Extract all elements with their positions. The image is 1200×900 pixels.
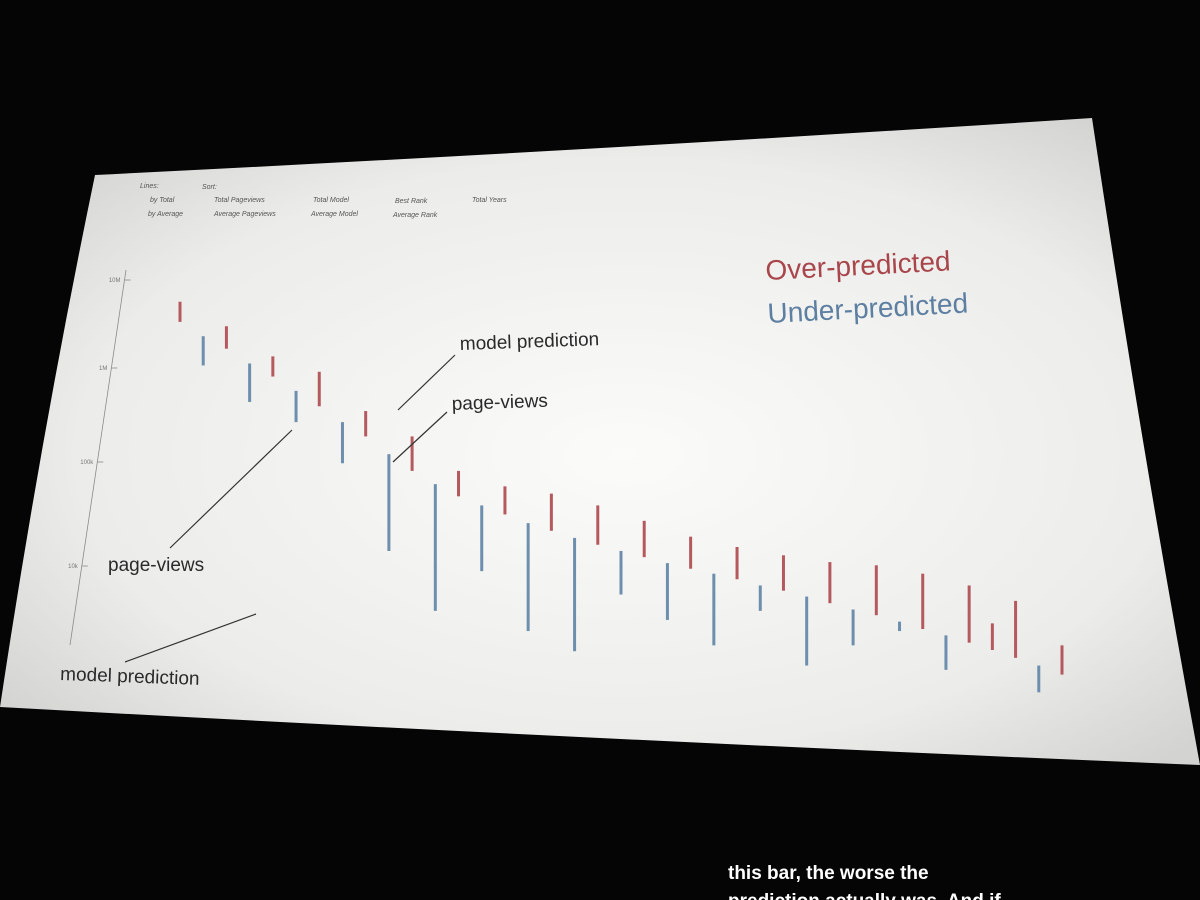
bar-under-predicted (294, 390, 298, 423)
bar-under-predicted (712, 573, 716, 646)
annotation-left-page-views: page-views (108, 555, 204, 576)
bar-over-predicted (364, 411, 368, 437)
bar-under-predicted (851, 609, 855, 646)
bars (178, 301, 1064, 693)
lines-option-average[interactable]: by Average (148, 211, 183, 218)
annotation-top-page-views: page-views (451, 391, 548, 415)
bar-under-predicted (665, 563, 669, 620)
bar-under-predicted (201, 336, 205, 366)
bar-under-predicted (805, 596, 809, 666)
bar-over-predicted (271, 356, 275, 377)
bar-over-predicted (596, 505, 600, 545)
lines-option-total[interactable]: by Total (150, 197, 175, 204)
y-axis-line (69, 269, 127, 646)
bar-under-predicted (433, 484, 437, 611)
bar-over-predicted (224, 326, 228, 349)
bar-over-predicted (990, 623, 994, 650)
bar-over-predicted (457, 470, 461, 497)
bar-over-predicted (317, 371, 321, 407)
arrow-left-pageviews (169, 429, 293, 549)
sort-total-model[interactable]: Total Model (313, 197, 349, 204)
sort-average-pageviews[interactable]: Average Pageviews (213, 211, 276, 218)
bar-under-predicted (340, 422, 344, 464)
sort-best-rank[interactable]: Best Rank (395, 198, 428, 205)
sort-average-rank[interactable]: Average Rank (392, 212, 438, 219)
bar-under-predicted (944, 635, 948, 670)
arrow-top-pageviews (392, 411, 448, 463)
y-tick-label: 1M (99, 366, 107, 372)
sort-average-model[interactable]: Average Model (310, 211, 358, 218)
annotations: model prediction page-views page-views m… (60, 329, 600, 690)
annotation-top-model-prediction: model prediction (459, 329, 599, 355)
bar-over-predicted (781, 555, 785, 591)
bar-under-predicted (898, 621, 902, 632)
arrow-left-model (124, 613, 257, 663)
bar-under-predicted (619, 550, 623, 595)
bar-under-predicted (758, 585, 762, 611)
annotation-left-model-prediction: model prediction (60, 664, 200, 690)
bar-over-predicted (967, 585, 971, 643)
bar-under-predicted (387, 454, 391, 551)
sort-total-years[interactable]: Total Years (472, 197, 507, 204)
caption-line-1: this bar, the worse the (728, 863, 929, 884)
bar-over-predicted (921, 573, 925, 630)
slide-background (0, 118, 1200, 765)
bar-over-predicted (874, 565, 878, 616)
y-tick-label: 10M (109, 278, 121, 284)
sort-total-pageviews[interactable]: Total Pageviews (214, 197, 265, 204)
bar-over-predicted (642, 520, 646, 558)
bar-over-predicted (410, 436, 414, 471)
bar-under-predicted (526, 523, 530, 632)
bar-under-predicted (248, 363, 252, 402)
subtitle-caption: this bar, the worse the prediction actua… (728, 860, 1028, 900)
bar-over-predicted (689, 536, 693, 569)
y-tick-label: 10k (68, 564, 79, 570)
bar-over-predicted (503, 486, 507, 515)
y-tick-label: 100k (80, 460, 94, 466)
bar-under-predicted (1037, 665, 1041, 693)
bar-over-predicted (178, 301, 182, 322)
bar-under-predicted (480, 505, 484, 572)
bar-over-predicted (828, 562, 832, 604)
lines-label: Lines: (140, 183, 159, 190)
bar-under-predicted (573, 537, 577, 652)
y-axis: 10M 1M 100k 10k (68, 269, 131, 646)
bar-over-predicted (549, 493, 553, 531)
caption-line-2: prediction actually was. And if (728, 888, 1028, 900)
bar-over-predicted (1060, 645, 1064, 675)
sort-label: Sort: (202, 184, 217, 191)
chart-controls: Lines: Sort: by Total by Average Total P… (140, 183, 507, 219)
bar-over-predicted (735, 546, 739, 580)
arrow-top-model (397, 354, 456, 411)
bar-over-predicted (1014, 600, 1018, 658)
